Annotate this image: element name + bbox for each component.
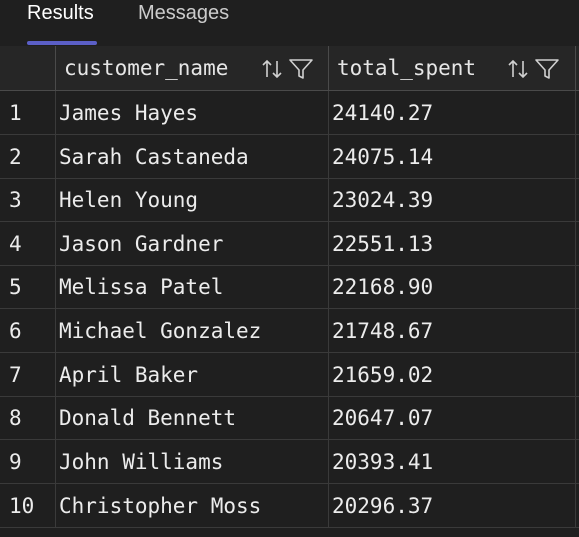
filter-icon[interactable] xyxy=(288,57,314,81)
column-divider xyxy=(55,353,56,396)
table-row[interactable]: 5 Melissa Patel 22168.90 xyxy=(0,265,579,309)
cell-customer-name[interactable]: Helen Young xyxy=(59,187,199,212)
cell-total-spent[interactable]: 24140.27 xyxy=(332,100,434,125)
row-number: 2 xyxy=(9,144,22,169)
column-divider xyxy=(328,178,329,221)
column-divider xyxy=(55,309,56,352)
column-divider xyxy=(328,265,329,308)
column-header-label: customer_name xyxy=(64,56,229,80)
cell-total-spent[interactable]: 20296.37 xyxy=(332,493,434,518)
cell-total-spent[interactable]: 21748.67 xyxy=(332,318,434,343)
column-divider xyxy=(55,396,56,439)
cell-total-spent[interactable]: 22168.90 xyxy=(332,274,434,299)
column-divider xyxy=(575,484,576,527)
row-number: 3 xyxy=(9,187,22,212)
column-divider xyxy=(575,265,576,308)
column-divider xyxy=(328,222,329,265)
cell-customer-name[interactable]: John Williams xyxy=(59,449,224,474)
cell-customer-name[interactable]: Sarah Castaneda xyxy=(59,144,249,169)
table-row[interactable]: 10 Christopher Moss 20296.37 xyxy=(0,484,579,528)
column-divider xyxy=(55,222,56,265)
filter-icon[interactable] xyxy=(534,57,560,81)
cell-customer-name[interactable]: Melissa Patel xyxy=(59,274,224,299)
column-divider[interactable] xyxy=(575,46,576,90)
column-divider xyxy=(328,91,329,134)
cell-customer-name[interactable]: Christopher Moss xyxy=(59,493,262,518)
row-number: 4 xyxy=(9,231,22,256)
column-divider xyxy=(328,396,329,439)
cell-total-spent[interactable]: 23024.39 xyxy=(332,187,434,212)
column-divider xyxy=(575,222,576,265)
grid-header: customer_name total_spent xyxy=(0,46,579,91)
column-divider xyxy=(575,440,576,483)
row-number: 5 xyxy=(9,274,22,299)
column-divider xyxy=(328,440,329,483)
results-tab-bar: Results Messages xyxy=(0,0,579,46)
column-divider xyxy=(328,135,329,178)
column-divider xyxy=(575,178,576,221)
column-divider xyxy=(575,91,576,134)
tab-messages[interactable]: Messages xyxy=(138,2,230,24)
cell-total-spent[interactable]: 22551.13 xyxy=(332,231,434,256)
table-row[interactable]: 2 Sarah Castaneda 24075.14 xyxy=(0,135,579,179)
column-header-actions xyxy=(506,56,560,82)
table-row[interactable]: 8 Donald Bennett 20647.07 xyxy=(0,396,579,440)
sort-icon[interactable] xyxy=(506,57,532,81)
cell-customer-name[interactable]: Michael Gonzalez xyxy=(59,318,262,343)
table-row[interactable]: 6 Michael Gonzalez 21748.67 xyxy=(0,309,579,353)
sort-icon[interactable] xyxy=(260,57,286,81)
cell-customer-name[interactable]: Donald Bennett xyxy=(59,405,237,430)
row-number: 8 xyxy=(9,405,22,430)
cell-total-spent[interactable]: 20647.07 xyxy=(332,405,434,430)
cell-total-spent[interactable]: 24075.14 xyxy=(332,144,434,169)
column-header-label: total_spent xyxy=(337,56,477,80)
cell-total-spent[interactable]: 20393.41 xyxy=(332,449,434,474)
column-divider xyxy=(55,484,56,527)
row-number: 10 xyxy=(9,493,35,518)
column-divider xyxy=(328,353,329,396)
column-divider xyxy=(55,46,56,90)
table-row[interactable]: 1 James Hayes 24140.27 xyxy=(0,91,579,135)
cell-customer-name[interactable]: April Baker xyxy=(59,362,199,387)
row-number: 1 xyxy=(9,100,22,125)
column-divider[interactable] xyxy=(328,46,329,90)
column-divider xyxy=(575,396,576,439)
column-divider xyxy=(575,353,576,396)
row-number: 9 xyxy=(9,449,22,474)
column-header-customer-name[interactable]: customer_name xyxy=(64,46,228,90)
table-row[interactable]: 3 Helen Young 23024.39 xyxy=(0,178,579,222)
column-divider xyxy=(55,265,56,308)
column-divider xyxy=(55,440,56,483)
column-divider xyxy=(328,484,329,527)
column-divider xyxy=(328,309,329,352)
table-row[interactable]: 7 April Baker 21659.02 xyxy=(0,353,579,397)
column-divider xyxy=(55,91,56,134)
active-tab-indicator xyxy=(27,41,97,45)
row-number: 7 xyxy=(9,362,22,387)
column-divider xyxy=(55,178,56,221)
table-row[interactable]: 9 John Williams 20393.41 xyxy=(0,440,579,484)
table-row[interactable]: 4 Jason Gardner 22551.13 xyxy=(0,222,579,266)
row-number: 6 xyxy=(9,318,22,343)
cell-customer-name[interactable]: James Hayes xyxy=(59,100,199,125)
tab-results[interactable]: Results xyxy=(27,2,94,24)
column-header-total-spent[interactable]: total_spent xyxy=(337,46,476,90)
column-divider xyxy=(575,135,576,178)
column-header-actions xyxy=(260,56,314,82)
column-divider xyxy=(55,135,56,178)
cell-customer-name[interactable]: Jason Gardner xyxy=(59,231,224,256)
column-divider xyxy=(575,309,576,352)
cell-total-spent[interactable]: 21659.02 xyxy=(332,362,434,387)
